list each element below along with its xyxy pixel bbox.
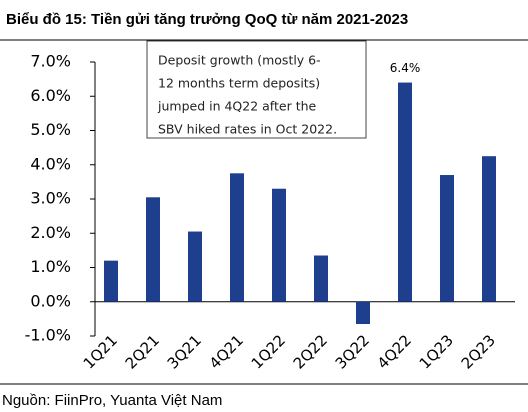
y-tick-label: 2.0% (30, 223, 71, 242)
bar (188, 231, 202, 302)
y-tick-label: 3.0% (30, 189, 71, 208)
annotation-line: Deposit growth (mostly 6- (158, 53, 321, 68)
source: Nguồn: FiinPro, Yuanta Việt Nam (2, 392, 222, 409)
annotation-box (146, 40, 367, 139)
y-tick-label: 0.0% (30, 291, 71, 310)
chart-title: Biểu đồ 15: Tiền gửi tăng trưởng QoQ từ … (6, 11, 408, 28)
y-tick-label: 7.0% (30, 52, 71, 71)
bar (398, 82, 412, 302)
bar (272, 188, 286, 302)
bar (104, 260, 118, 302)
annotation-line: 12 months term deposits) (158, 76, 320, 91)
bar (440, 175, 454, 302)
annotation-line: SBV hiked rates in Oct 2022. (158, 122, 337, 137)
bar (230, 173, 244, 302)
y-tick-label: -1.0% (25, 326, 71, 345)
bar (146, 197, 160, 302)
y-tick-label: 1.0% (30, 257, 71, 276)
bar (314, 255, 328, 302)
bar (482, 156, 496, 302)
y-tick-label: 6.0% (30, 86, 71, 105)
y-tick-label: 4.0% (30, 154, 71, 173)
annotation-line: jumped in 4Q22 after the (157, 99, 317, 114)
value-label: 6.4% (390, 61, 421, 75)
y-tick-label: 5.0% (30, 120, 71, 139)
bar (356, 301, 370, 325)
